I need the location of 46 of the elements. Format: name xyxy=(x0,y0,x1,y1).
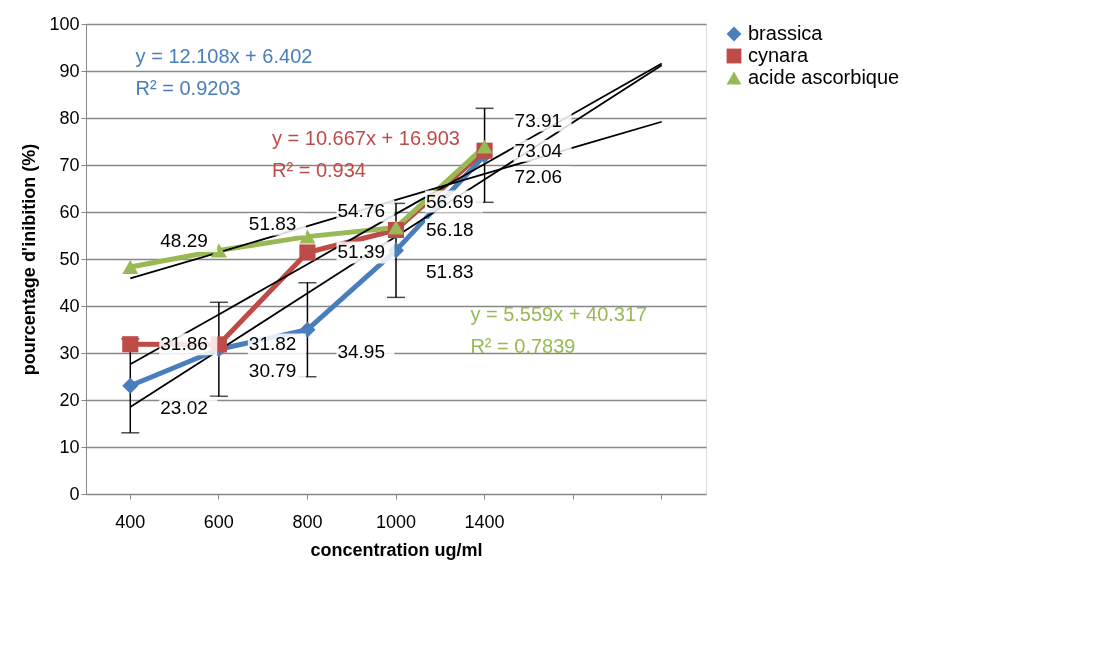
data-label: 31.82 xyxy=(248,333,297,355)
data-label: 54.76 xyxy=(337,199,385,221)
point xyxy=(476,139,493,154)
point xyxy=(299,229,316,244)
data-label: 51.83 xyxy=(426,261,474,283)
y-tick-label: 90 xyxy=(59,60,80,81)
y-tick-label: 100 xyxy=(49,13,80,34)
point xyxy=(299,321,316,338)
legend-label: cynara xyxy=(748,44,809,66)
data-label: 31.86 xyxy=(160,333,208,355)
y-tick-label: 10 xyxy=(59,436,80,457)
data-label: 51.83 xyxy=(248,213,297,235)
annotation: y = 10.667x + 16.903 R² = 0.934 xyxy=(272,127,460,182)
data-label: 23.02 xyxy=(160,396,208,418)
data-label: 34.95 xyxy=(337,340,385,362)
y-tick-label: 20 xyxy=(59,389,80,410)
y-tick-label: 50 xyxy=(59,248,80,269)
x-tick-label: 600 xyxy=(203,511,234,532)
data-label: 51.39 xyxy=(337,241,385,263)
x-tick-label: 1000 xyxy=(375,511,417,532)
legend-label: acide ascorbique xyxy=(748,66,900,88)
point xyxy=(299,244,316,261)
data-label: 48.29 xyxy=(160,230,208,252)
y-tick-label: 0 xyxy=(69,483,80,504)
point xyxy=(122,260,139,275)
x-tick-label: 800 xyxy=(292,511,323,532)
data-label: 73.04 xyxy=(514,139,563,161)
x-axis-title: concentration ug/ml xyxy=(310,539,483,560)
y-tick-label: 40 xyxy=(59,295,80,316)
y-tick-label: 30 xyxy=(59,342,80,363)
x-tick-label: 1400 xyxy=(464,511,505,532)
data-label: 72.06 xyxy=(514,166,563,188)
point xyxy=(122,377,139,394)
legend-label: brassica xyxy=(748,22,824,44)
annotation: y = 5.559x + 40.317 R² = 0.7839 xyxy=(470,303,648,358)
y-tick-label: 70 xyxy=(59,154,80,175)
x-tick-label: 400 xyxy=(115,511,146,532)
point xyxy=(122,336,139,353)
data-label: 73.91 xyxy=(514,109,563,131)
y-tick-label: 60 xyxy=(59,201,80,222)
data-label: 30.79 xyxy=(248,360,297,382)
y-tick-label: 80 xyxy=(59,107,80,128)
data-label: 56.18 xyxy=(426,218,474,240)
data-label: 56.69 xyxy=(426,190,474,212)
y-axis-title: pourcentage d'inibition (%) xyxy=(19,143,40,376)
annotation: y = 12.108x + 6.402 R² = 0.9203 xyxy=(135,44,313,99)
